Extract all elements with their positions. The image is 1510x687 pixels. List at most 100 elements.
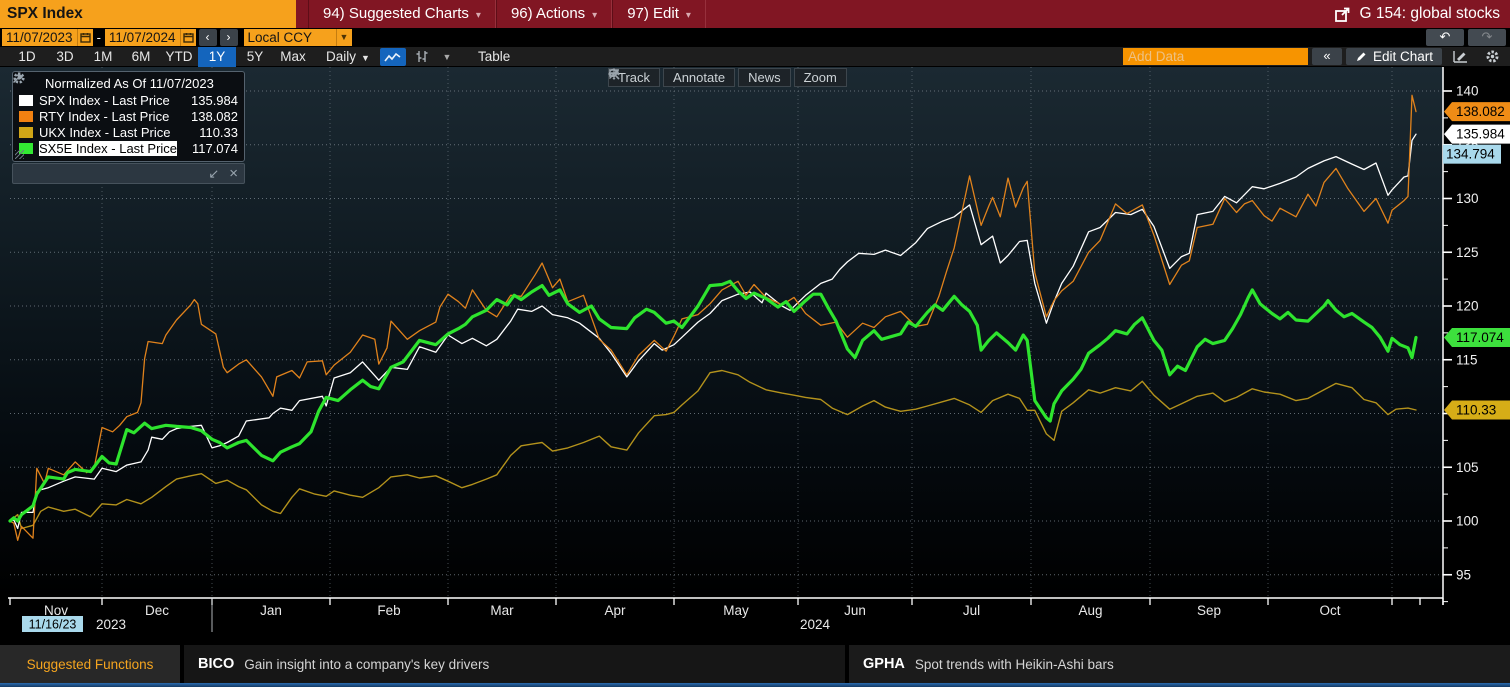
pin-icon: [12, 73, 23, 84]
series-value: 110.33: [199, 124, 238, 140]
panel-title: G 154: global stocks: [1359, 5, 1500, 22]
legend-row[interactable]: UKX Index - Last Price 110.33: [19, 124, 238, 140]
svg-text:Oct: Oct: [1319, 603, 1340, 618]
svg-text:135.984: 135.984: [1456, 127, 1505, 142]
period-tab-6m[interactable]: 6M: [131, 48, 151, 64]
legend-row[interactable]: SX5E Index - Last Price 117.074: [19, 140, 238, 156]
function-code: GPHA: [863, 656, 905, 672]
svg-text:Jan: Jan: [260, 603, 282, 618]
svg-text:Dec: Dec: [145, 603, 169, 618]
add-data-input[interactable]: [1122, 48, 1308, 65]
period-tab-5y[interactable]: 5Y: [246, 48, 264, 64]
bar-chart-type-button[interactable]: [410, 48, 434, 66]
legend-close-button[interactable]: ×: [229, 165, 238, 182]
series-value: 135.984: [191, 92, 238, 108]
legend-row[interactable]: SPX Index - Last Price 135.984: [19, 92, 238, 108]
menubar: 94) Suggested Charts ▾ 96) Actions ▾ 97) E…: [308, 0, 706, 28]
gear-icon: [1486, 50, 1498, 63]
calendar-icon[interactable]: [179, 29, 196, 46]
legend-panel: Normalized As Of 11/07/2023 SPX Index - …: [12, 71, 245, 162]
undo-button[interactable]: ↶: [1426, 29, 1464, 46]
chart-settings-button[interactable]: [1478, 48, 1506, 65]
chevron-down-icon: ▼: [361, 53, 370, 63]
security-field[interactable]: SPX Index: [0, 0, 296, 28]
calendar-icon[interactable]: [76, 29, 93, 46]
chart-overlay-toolbar: Track Annotate News Zoom: [608, 68, 847, 87]
edit-chart-button[interactable]: Edit Chart: [1345, 48, 1442, 65]
svg-text:Mar: Mar: [490, 603, 514, 618]
history-buttons: ↶ ↷: [1426, 29, 1506, 46]
legend-minimize-button[interactable]: ↙: [208, 166, 220, 181]
function-code: BICO: [198, 656, 235, 672]
svg-text:Sep: Sep: [1197, 603, 1221, 618]
zoom-button[interactable]: Zoom: [608, 68, 847, 87]
legend-row[interactable]: RTY Index - Last Price 138.082: [19, 108, 238, 124]
panel-title-group: G 154: global stocks: [1334, 0, 1500, 28]
menu-suggested-charts[interactable]: 94) Suggested Charts ▾: [308, 0, 496, 28]
series-swatch: [19, 126, 33, 138]
chart-legend[interactable]: Normalized As Of 11/07/2023 SPX Index - …: [12, 71, 245, 184]
svg-text:Jul: Jul: [963, 603, 980, 618]
menu-edit[interactable]: 97) Edit ▾: [612, 0, 706, 28]
svg-text:11/16/23: 11/16/23: [29, 618, 77, 632]
function-suggestion-bico[interactable]: BICO Gain insight into a company's key d…: [184, 645, 845, 683]
line-chart-type-button[interactable]: [379, 47, 406, 66]
collapse-panel-button[interactable]: «: [1311, 48, 1342, 65]
prev-period-button[interactable]: ‹: [198, 29, 217, 46]
suggested-functions-label: Suggested Functions: [0, 645, 180, 683]
news-button[interactable]: News: [609, 68, 791, 87]
chart-annotations-button[interactable]: [1446, 48, 1474, 65]
series-swatch: [19, 142, 33, 154]
menu-label: 97) Edit: [627, 5, 679, 22]
series-label: SX5E Index - Last Price: [39, 140, 178, 156]
menu-actions[interactable]: 96) Actions ▾: [495, 0, 613, 28]
svg-text:Feb: Feb: [377, 603, 400, 618]
menu-label: 94) Suggested Charts: [323, 5, 469, 22]
pencil-icon: [1356, 52, 1366, 61]
chart-type-dropdown-button[interactable]: ▼: [442, 51, 452, 62]
svg-text:Jun: Jun: [844, 603, 866, 618]
divider: [180, 645, 184, 683]
chart-edit-icon: [1452, 51, 1467, 63]
period-tab-ytd[interactable]: YTD: [165, 48, 193, 64]
redo-button[interactable]: ↷: [1468, 29, 1506, 46]
frequency-value: Daily: [326, 49, 357, 64]
series-swatch: [19, 94, 33, 106]
period-tab-3d[interactable]: 3D: [56, 48, 74, 64]
suggested-functions-bar: Suggested Functions BICO Gain insight in…: [0, 645, 1510, 683]
divider: [845, 645, 849, 683]
svg-text:105: 105: [1456, 460, 1479, 475]
period-tab-max[interactable]: Max: [280, 48, 306, 64]
bottom-accent-strip: [0, 683, 1510, 687]
currency-select[interactable]: Local CCY ▼: [243, 29, 352, 46]
svg-text:Nov: Nov: [44, 603, 68, 618]
chart-controls-bar: 1D 3D 1M 6M YTD 1Y 5Y Max Daily ▼ ▼ Table « Edit…: [0, 46, 1510, 67]
date-from-field[interactable]: 11/07/2023: [2, 29, 77, 46]
table-button[interactable]: Table: [477, 49, 511, 64]
next-period-button[interactable]: ›: [219, 29, 238, 46]
open-window-icon[interactable]: [1334, 6, 1351, 23]
zoom-label: Zoom: [803, 70, 837, 85]
frequency-select[interactable]: Daily ▼: [326, 49, 370, 64]
period-tab-1d[interactable]: 1D: [18, 48, 36, 64]
legend-control-bar: ↙ ×: [12, 72, 245, 184]
titlebar: SPX Index 94) Suggested Charts ▾ 96) Acti…: [0, 0, 1510, 28]
series-value: 138.082: [191, 108, 238, 124]
svg-text:115: 115: [1456, 352, 1478, 367]
chevron-down-icon: ▼: [335, 29, 352, 46]
series-label: SPX Index - Last Price: [39, 92, 170, 108]
legend-title: Normalized As Of 11/07/2023: [45, 76, 214, 91]
period-tab-1y[interactable]: 1Y: [198, 46, 236, 67]
zoom-icon: [608, 68, 620, 80]
function-suggestion-gpha[interactable]: GPHA Spot trends with Heikin-Ashi bars: [849, 645, 1510, 683]
svg-text:May: May: [723, 603, 749, 618]
svg-text:134.794: 134.794: [1446, 147, 1495, 162]
date-to-field[interactable]: 11/07/2024: [104, 29, 180, 46]
period-tab-1m[interactable]: 1M: [93, 48, 113, 64]
menu-label: 96) Actions: [510, 5, 586, 22]
svg-text:100: 100: [1456, 514, 1479, 529]
annotate-label: Annotate: [673, 70, 726, 85]
annotate-button[interactable]: Annotate: [609, 68, 736, 87]
svg-text:Aug: Aug: [1078, 603, 1102, 618]
chart-controls-right: « Edit Chart: [1122, 48, 1506, 65]
